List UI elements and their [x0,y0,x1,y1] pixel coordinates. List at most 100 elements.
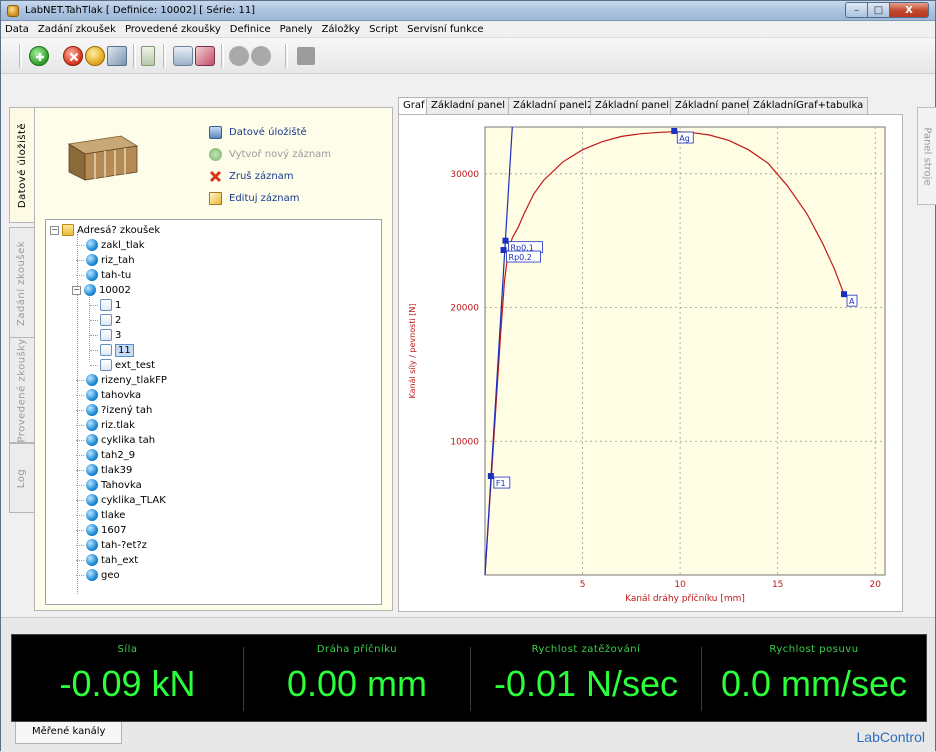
title-bar: LabNET.TahTlak [ Definice: 10002] [ Séri… [1,1,935,21]
tab-zakladni-panel4[interactable]: Základní panel4 [670,97,761,115]
disabled-circle-icon [229,46,249,66]
toolbar [1,38,935,74]
action-label: Vytvoř nový záznam [229,149,332,160]
database-icon [86,389,98,401]
marker-label: Ag [679,134,690,143]
channel-rychlost-posuvu: Rychlost posuvu 0.0 mm/sec [702,635,926,721]
database-icon [86,449,98,461]
calibration-icon[interactable] [195,46,215,66]
x-axis-label: Kanál dráhy příčníku [mm] [625,593,745,604]
add-icon[interactable] [29,46,49,66]
content-tabs: Graf Základní panel Základní panel2 Zákl… [398,97,903,116]
settings-icon[interactable] [173,46,193,66]
tree-item[interactable]: 1607 [76,523,126,537]
window-controls: – □ X [845,2,929,18]
menu-data[interactable]: Data [5,23,29,35]
x-tick-label: 15 [772,580,783,590]
tree-item[interactable]: tah2_9 [76,448,135,462]
storage-box-image [67,135,139,181]
menu-definice[interactable]: Definice [229,23,271,35]
tree-item[interactable]: rizeny_tlakFP [76,373,167,387]
tree-item[interactable]: 1 [90,298,121,312]
action-zrus-zaznam[interactable]: Zruš záznam [209,170,294,183]
database-icon [86,539,98,551]
document-icon [100,359,112,371]
action-edituj-zaznam[interactable]: Edituj záznam [209,192,300,205]
tree-item[interactable]: ?izený tah [76,403,152,417]
database-icon [86,554,98,566]
y-tick-label: 20000 [450,304,479,314]
x-tick-label: 10 [674,580,686,590]
tree-item[interactable]: tah-?et?z [76,538,147,552]
tab-zakladni-graf-tabulka[interactable]: ZákladníGraf+tabulka [748,97,869,115]
tab-zakladni-panel3[interactable]: Základní panel3 [590,97,681,115]
maximize-button[interactable]: □ [867,2,889,18]
tree-item[interactable]: Tahovka [76,478,142,492]
tab-log[interactable]: Log [9,443,35,513]
tree-item[interactable]: tlake [76,508,125,522]
tree-item[interactable]: cyklika tah [76,433,155,447]
minimize-button[interactable]: – [845,2,867,18]
menu-bar: Data Zadání zkoušek Provedené zkoušky De… [1,21,935,38]
menu-panely[interactable]: Panely [279,23,313,35]
menu-zadani-zkousek[interactable]: Zadání zkoušek [37,23,116,35]
database-icon [86,479,98,491]
tree-item[interactable]: 3 [90,328,121,342]
export-icon[interactable] [107,46,127,66]
collapse-icon[interactable]: − [72,284,81,295]
tree-item[interactable]: cyklika_TLAK [76,493,166,507]
menu-script[interactable]: Script [369,23,399,35]
tree-item[interactable]: riz.tlak [76,418,135,432]
channel-rychlost-zatezovani: Rychlost zatěžování -0.01 N/sec [471,635,701,721]
tab-provedene-zkousky[interactable]: Provedené zkoušky [9,337,35,443]
database-icon [86,419,98,431]
tree-item[interactable]: riz_tah [76,253,135,267]
menu-servisni-funkce[interactable]: Servisní funkce [407,23,484,35]
marker-label-box [676,131,694,144]
tree-item[interactable]: tlak39 [76,463,132,477]
marker-point [502,237,509,244]
tree-item[interactable]: geo [76,568,120,582]
marker-label-box [846,294,858,307]
delete-icon[interactable] [63,46,83,66]
tree-item[interactable]: zakl_tlak [76,238,145,252]
folder-icon [62,224,74,236]
tree-item[interactable]: 2 [90,313,121,327]
tab-merene-kanaly[interactable]: Měřené kanály [15,722,123,744]
action-datove-uloziste[interactable]: Datové úložiště [209,126,307,139]
close-button[interactable]: X [889,2,929,18]
menu-zalozky[interactable]: Záložky [321,23,361,35]
tree-item[interactable]: tah-tu [76,268,131,282]
series-line-2 [484,126,513,576]
left-vertical-tabs: Datové úložiště Zadání zkoušek Provedené… [9,97,35,611]
database-icon [86,464,98,476]
tab-zakladni-panel[interactable]: Základní panel [426,97,511,115]
tab-panel-stroje[interactable]: Panel stroje [917,107,936,205]
channel-label: Dráha příčníku [316,644,398,655]
report-icon[interactable] [141,46,155,66]
add-record-icon [209,148,222,161]
tree-item-selected[interactable]: 11 [90,343,134,357]
tab-zakladni-panel2[interactable]: Základní panel2 [508,97,599,115]
warning-icon[interactable] [85,46,105,66]
database-icon [86,524,98,536]
series-line-1 [484,131,845,576]
action-label: Datové úložiště [229,127,307,138]
menu-provedene-zkousky[interactable]: Provedené zkoušky [124,23,221,35]
tree-item[interactable]: tahovka [76,388,141,402]
collapse-icon[interactable]: − [50,224,59,235]
channel-label: Rychlost posuvu [769,644,859,655]
tree-item[interactable]: −10002 [72,284,131,296]
toolbar-separator [285,44,288,68]
database-icon [209,126,222,139]
tree-root[interactable]: − Adresá? zkoušek [50,223,160,237]
tree-item[interactable]: ext_test [90,358,155,372]
database-icon [86,434,98,446]
tab-datove-uloziste[interactable]: Datové úložiště [9,107,35,223]
tree-item[interactable]: tah_ext [76,553,138,567]
tab-zadani-zkousek[interactable]: Zadání zkoušek [9,227,35,339]
channel-divider [701,647,702,711]
marker-label: A [849,297,855,306]
marker-point [500,247,507,254]
